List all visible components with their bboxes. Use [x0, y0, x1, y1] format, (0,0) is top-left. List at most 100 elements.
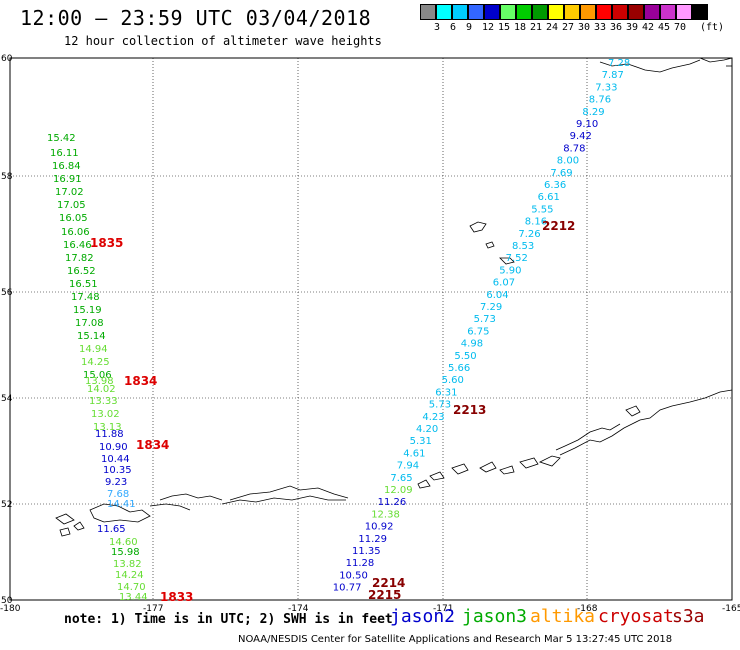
wave-height-value: 11.65 [97, 524, 126, 535]
time-label: 1834 [136, 438, 169, 452]
time-label: 2212 [542, 219, 575, 233]
scale-swatch [548, 4, 564, 20]
wave-height-value: 16.91 [53, 174, 82, 185]
wave-height-value: 10.90 [99, 442, 128, 453]
lon-label: -174 [288, 604, 309, 614]
scale-label: 70 [674, 22, 687, 33]
wave-height-value: 6.75 [467, 326, 489, 337]
scale-swatch [692, 4, 708, 20]
scale-label: 27 [562, 22, 575, 33]
wave-height-value: 8.76 [589, 95, 611, 106]
time-label: 1833 [160, 590, 193, 604]
scale-swatch [612, 4, 628, 20]
legend-s3a: s3a [672, 606, 705, 627]
wave-height-value: 8.16 [525, 217, 547, 228]
lat-lon-grid [10, 58, 732, 600]
wave-height-value: 9.10 [576, 119, 598, 130]
wave-height-value: 14.02 [87, 384, 116, 395]
wave-height-value: 10.50 [339, 570, 368, 581]
wave-height-value: 16.84 [52, 161, 81, 172]
wave-height-value: 9.23 [105, 477, 127, 488]
wave-height-value: 8.78 [563, 143, 585, 154]
scale-unit: (ft) [700, 22, 725, 33]
scale-swatch [564, 4, 580, 20]
time-label: 2214 [372, 576, 405, 590]
scale-label: 6 [450, 22, 457, 33]
scale-label: 24 [546, 22, 559, 33]
scale-label: 15 [498, 22, 511, 33]
wave-height-value: 17.05 [57, 200, 86, 211]
scale-label: 39 [626, 22, 639, 33]
wave-height-value: 17.08 [75, 318, 104, 329]
wave-height-value: 11.29 [358, 534, 387, 545]
lat-label: 58 [1, 172, 13, 182]
legend-jason3: jason3 [462, 606, 528, 627]
wave-height-value: 5.66 [448, 363, 470, 374]
scale-swatch [484, 4, 500, 20]
axis-labels: 60 58 56 54 52 50-180 -177 -174 -171 -168 -165 [0, 54, 740, 614]
scale-label: 36 [610, 22, 623, 33]
wave-height-value: 16.52 [67, 266, 96, 277]
wave-height-value: 10.35 [103, 465, 132, 476]
wave-height-value: 8.53 [512, 241, 534, 252]
wave-height-value: 4.20 [416, 424, 438, 435]
wave-height-value: 5.90 [499, 265, 521, 276]
lon-label: -165 [722, 604, 740, 614]
wave-height-value: 16.51 [69, 279, 98, 290]
wave-height-value: 17.02 [55, 187, 84, 198]
wave-height-value: 7.94 [397, 461, 419, 472]
scale-label: 30 [578, 22, 591, 33]
legend-cryosat: cryosat [598, 606, 674, 627]
lon-label: -177 [143, 604, 163, 614]
wave-height-value: 7.33 [595, 82, 617, 93]
scale-swatch [596, 4, 612, 20]
wave-height-value: 7.69 [550, 168, 572, 179]
scale-label: 45 [658, 22, 671, 33]
wave-height-value: 13.82 [113, 559, 142, 570]
wave-height-value: 15.19 [73, 305, 102, 316]
wave-height-value: 15.98 [111, 547, 140, 558]
wave-height-value: 4.23 [422, 412, 444, 423]
track-jason3-west: 15.42 16.11 16.84 16.91 17.02 17.05 16.05 16.06… [47, 133, 122, 433]
wave-height-value: 14.60 [109, 537, 138, 548]
page-subtitle: 12 hour collection of altimeter wave hei… [64, 34, 382, 48]
wave-height-value: 5.73 [429, 400, 451, 411]
wave-height-value: 13.33 [89, 396, 118, 407]
wave-height-value: 7.29 [480, 302, 502, 313]
wave-height-value: 8.00 [557, 156, 579, 167]
lon-label: -171 [433, 604, 453, 614]
time-label: 1835 [90, 236, 123, 250]
scale-swatch [628, 4, 644, 20]
scale-swatch [644, 4, 660, 20]
scale-label: 12 [482, 22, 495, 33]
wave-height-value: 11.28 [346, 558, 375, 569]
wave-height-value: 11.35 [352, 546, 381, 557]
wave-height-value: 16.46 [63, 240, 92, 251]
scale-swatch [676, 4, 692, 20]
scale-label: 33 [594, 22, 607, 33]
scale-swatch [516, 4, 532, 20]
track-east: 7.287.877.33 8.768.299.109.428.78 8.007.69… [333, 58, 630, 594]
lat-label: 56 [1, 288, 13, 298]
wave-height-value: 12.09 [384, 485, 413, 496]
color-scale: (ft) 3 6 9 12 15 18 21 24 27 30 33 36 39 42 45 70 [420, 4, 730, 34]
wave-height-value: 14.41 [107, 499, 136, 510]
legend-altika: altika [530, 606, 596, 627]
wave-height-value: 10.77 [333, 583, 362, 594]
wave-height-value: 7.65 [390, 473, 412, 484]
time-label: 1834 [124, 374, 157, 388]
wave-height-value: 10.44 [101, 454, 130, 465]
wave-height-value: 4.61 [403, 448, 425, 459]
wave-height-value: 13.02 [91, 409, 120, 420]
wave-height-value: 7.52 [506, 253, 528, 264]
lat-label: 52 [1, 500, 12, 510]
wave-height-value: 11.26 [378, 497, 407, 508]
aleutian-coastline [55, 57, 733, 537]
scale-swatch [660, 4, 676, 20]
wave-height-value: 6.07 [493, 278, 515, 289]
map-frame [9, 57, 733, 601]
time-label: 2213 [453, 403, 486, 417]
lon-label: -180 [0, 604, 21, 614]
